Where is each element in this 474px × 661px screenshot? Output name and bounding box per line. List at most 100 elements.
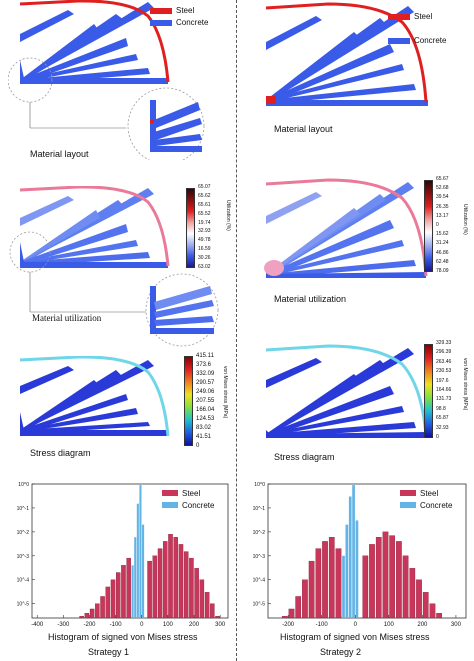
y-tick-label: 10^0 — [18, 482, 29, 488]
left-histogram-chart: 10^0 10^-1 10^-2 10^-3 10^-4 10^-5 -400 -300 -20… — [17, 482, 229, 628]
histogram-bar — [89, 608, 95, 619]
right-stress-diagram — [265, 344, 428, 438]
colorbar-tick-label: 46.86 — [436, 249, 449, 256]
legend-concrete-label: Concrete — [182, 501, 215, 510]
histogram-bar — [168, 534, 173, 619]
colorbar-tick-label: 65.52 — [198, 210, 211, 217]
colorbar-tick-label: 16.59 — [198, 246, 211, 253]
y-tick-label: 10^-2 — [253, 530, 266, 536]
left-stress-diagram-caption: Stress diagram — [30, 448, 91, 458]
left-utilization-colorbar-title: Utilization (%) — [225, 200, 231, 231]
left-legend-concrete: Concrete — [150, 18, 208, 27]
histogram-bar — [436, 613, 442, 619]
colorbar-tick-label: 65.87 — [436, 415, 449, 422]
colorbar-tick-label: 164.66 — [436, 387, 452, 393]
colorbar-tick-label: 329.33 — [436, 340, 452, 346]
colorbar-tick-label: 0 — [196, 443, 200, 449]
x-tick-label: -100 — [110, 622, 123, 628]
right-material-layout-diagram — [265, 2, 428, 106]
histogram-bar — [194, 568, 199, 619]
histogram-bar — [121, 565, 126, 619]
x-tick-label: -200 — [282, 622, 295, 628]
histogram-bar — [204, 592, 210, 619]
y-tick-label: 10^-5 — [253, 602, 266, 608]
x-tick-label: -400 — [31, 622, 44, 628]
histogram-bar — [115, 572, 121, 619]
legend-steel-label: Steel — [414, 12, 433, 21]
histogram-bar — [215, 616, 220, 619]
left-layout-zoom-inset — [150, 100, 202, 152]
histogram-bar — [389, 535, 396, 619]
right-strategy-label: Strategy 2 — [320, 647, 362, 657]
colorbar-tick-label: 98.8 — [436, 405, 446, 412]
colorbar-tick-label: 19.74 — [198, 219, 211, 226]
y-tick-label: 10^-4 — [17, 578, 30, 584]
histogram-bar — [139, 485, 142, 618]
legend-concrete-label: Concrete — [414, 36, 447, 45]
colorbar-tick-label: 332.09 — [196, 371, 215, 377]
left-stress-diagram — [19, 356, 170, 437]
histogram-bar — [173, 537, 178, 619]
right-histogram-caption: Histogram of signed von Mises stress — [280, 632, 430, 642]
x-tick-label: 100 — [384, 622, 395, 628]
colorbar-tick-label: 39.54 — [436, 194, 449, 201]
left-material-layout-caption: Material layout — [30, 149, 89, 159]
histogram-bar — [348, 496, 352, 618]
histogram-bar — [335, 548, 342, 619]
colorbar-tick-label: 65.62 — [198, 192, 211, 199]
colorbar-tick-label: 131.73 — [436, 396, 452, 403]
histogram-bar — [409, 568, 416, 619]
x-tick-label: 300 — [451, 622, 462, 628]
histogram-bar — [402, 555, 409, 619]
right-material-layout-caption: Material layout — [274, 124, 333, 134]
legend-steel-swatch — [162, 490, 178, 496]
right-stress-colorbar-gradient — [424, 344, 433, 438]
left-material-utilization-diagram — [9, 186, 170, 313]
colorbar-tick-label: 62.48 — [436, 258, 449, 265]
colorbar-tick-label: 49.78 — [198, 237, 211, 244]
histogram-bar — [134, 537, 137, 618]
panel-divider — [236, 0, 237, 661]
colorbar-tick-label: 65.07 — [198, 184, 211, 190]
colorbar-tick-label: 13.17 — [436, 212, 449, 219]
colorbar-tick-label: 124.53 — [196, 416, 215, 422]
x-tick-label: -100 — [316, 622, 329, 628]
histogram-bar — [183, 551, 189, 619]
histogram-bar — [355, 520, 359, 618]
y-tick-label: 10^-5 — [17, 602, 30, 608]
x-tick-label: -300 — [57, 622, 70, 628]
y-tick-label: 10^-3 — [17, 554, 30, 560]
legend-steel-label: Steel — [182, 489, 200, 498]
legend-concrete-swatch — [162, 502, 178, 508]
histogram-bar — [131, 565, 134, 618]
histogram-bar — [199, 579, 205, 619]
right-legend-steel: Steel — [388, 12, 432, 21]
right-legend-concrete: Concrete — [388, 36, 446, 45]
histogram-bar — [342, 555, 345, 618]
legend-concrete-label: Concrete — [420, 501, 453, 510]
right-utilization-colorbar-title: Utilization (%) — [462, 204, 468, 235]
histogram-bar — [422, 592, 429, 619]
legend-steel-label: Steel — [176, 6, 195, 15]
colorbar-tick-label: 296.39 — [436, 349, 452, 356]
x-tick-label: -200 — [83, 622, 96, 628]
histogram-bar — [369, 544, 375, 619]
histogram-bar — [429, 603, 436, 619]
histogram-bar — [147, 560, 152, 619]
histogram-bar — [95, 603, 100, 619]
left-layout-concrete-fan — [20, 2, 168, 84]
histogram-bar — [157, 548, 163, 619]
concrete-swatch — [150, 19, 172, 26]
steel-swatch — [388, 13, 410, 20]
colorbar-tick-label: 15.62 — [436, 231, 449, 238]
histogram-bar — [362, 555, 369, 619]
left-material-layout-diagram — [8, 0, 205, 160]
colorbar-tick-label: 166.04 — [196, 407, 215, 413]
histogram-bar — [136, 503, 139, 618]
y-tick-label: 10^-4 — [253, 578, 266, 584]
histogram-bar — [375, 537, 382, 619]
colorbar-tick-label: 83.02 — [196, 425, 212, 431]
colorbar-tick-label: 32.93 — [198, 228, 211, 235]
histogram-bar — [315, 548, 322, 619]
y-tick-label: 10^-3 — [253, 554, 266, 560]
